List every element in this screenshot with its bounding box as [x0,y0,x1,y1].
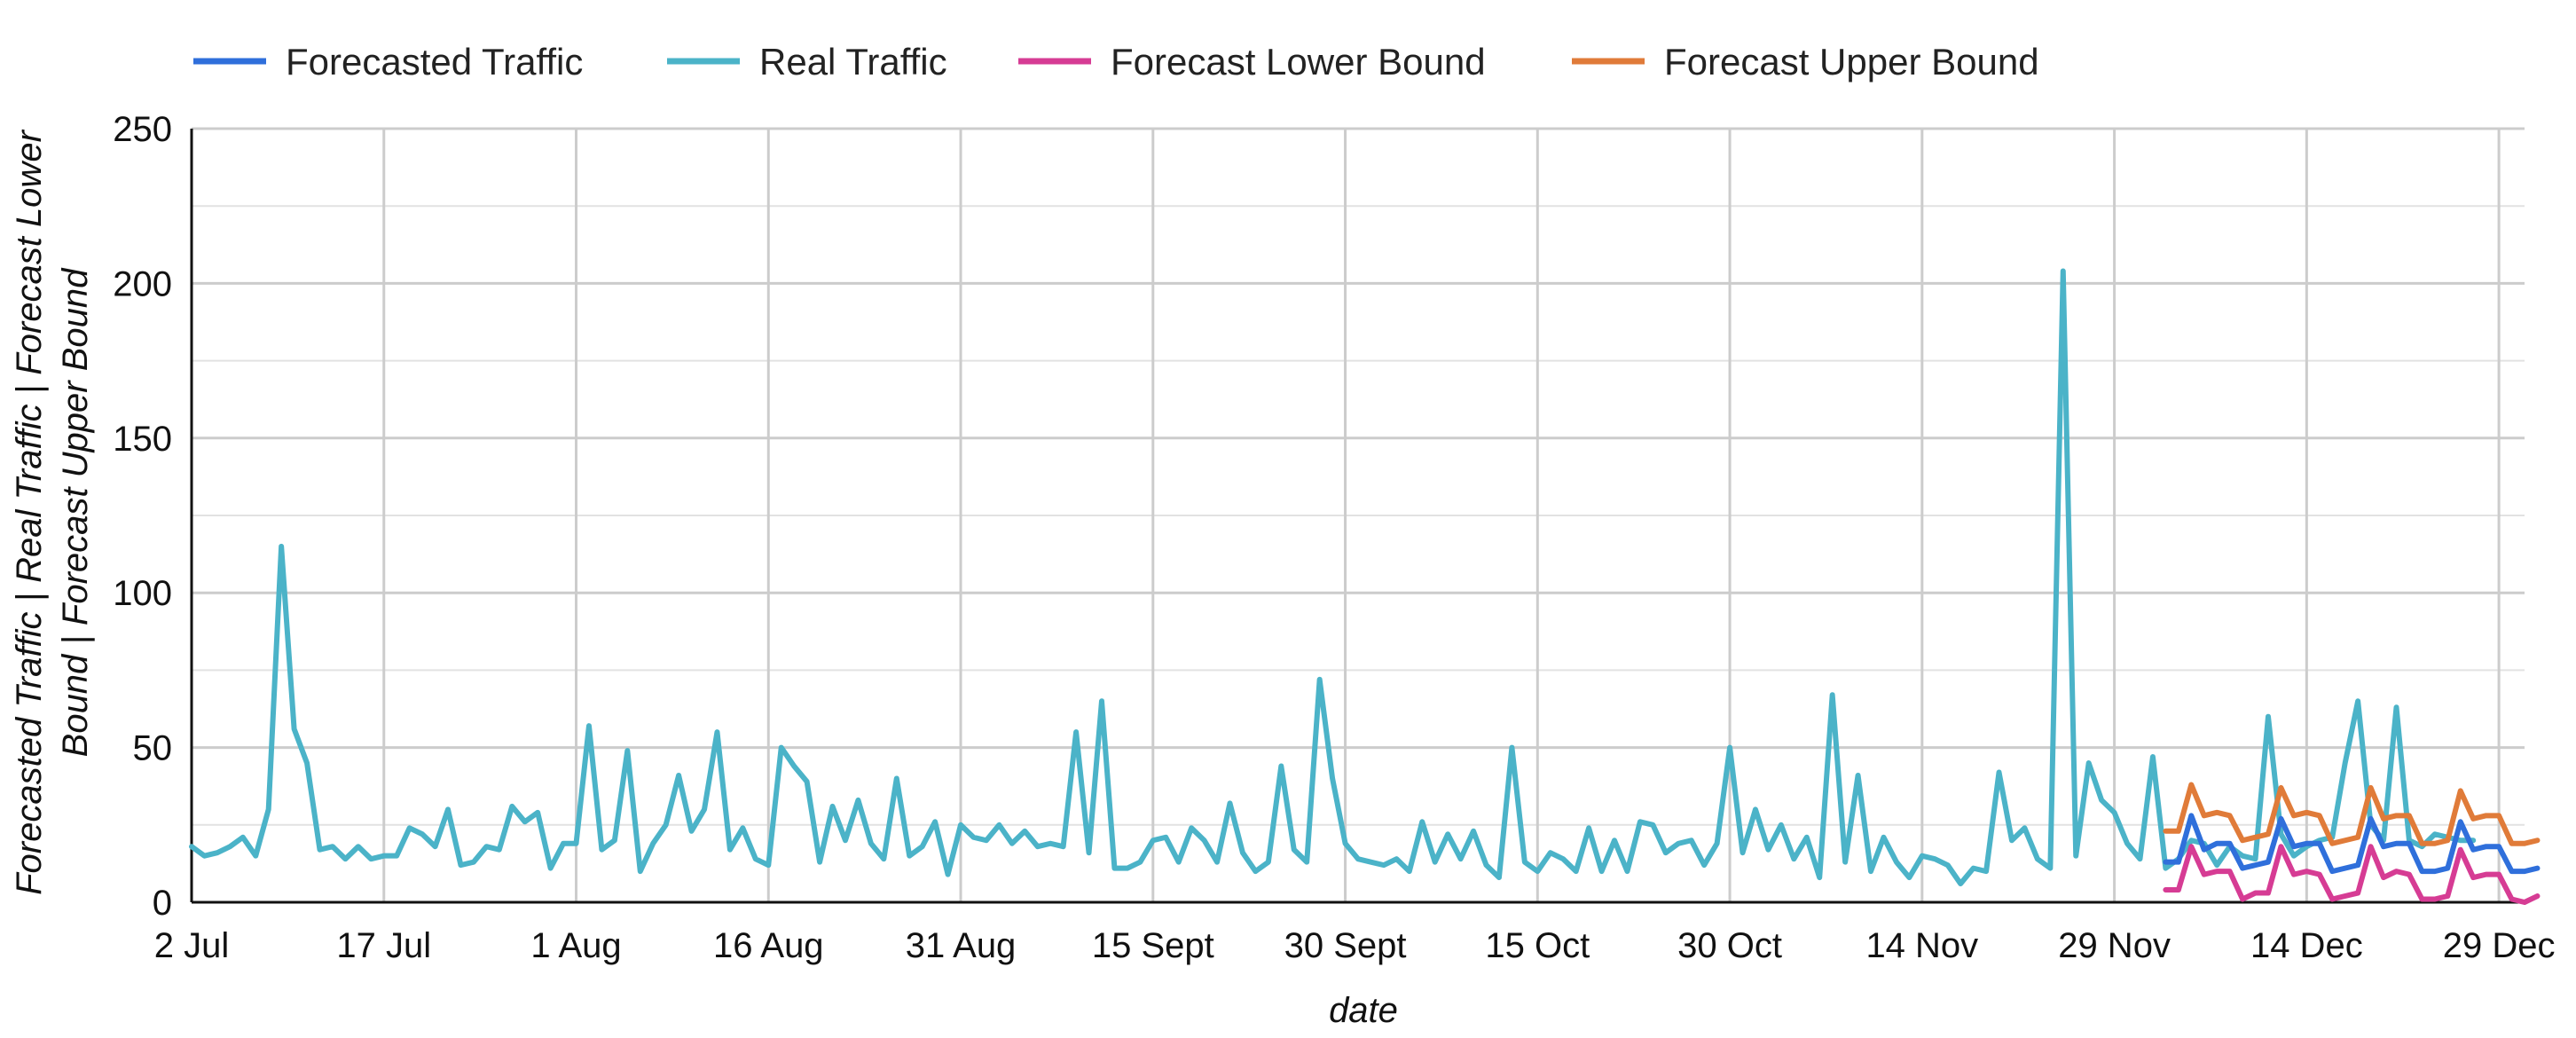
grid [192,127,2525,902]
legend-label-forecast-upper-bound: Forecast Upper Bound [1664,41,2039,83]
x-tick-label: 15 Sept [1092,926,1214,965]
x-tick-label: 15 Oct [1485,926,1590,965]
y-tick-label: 0 [153,884,172,923]
y-tick-labels: 0 50 100 150 200 250 [113,110,172,923]
y-tick-label: 250 [113,110,172,149]
x-tick-label: 14 Dec [2250,926,2363,965]
x-tick-label: 31 Aug [906,926,1017,965]
x-tick-label: 2 Jul [154,926,230,965]
series-line-forecasted-traffic [2163,813,2541,875]
x-tick-label: 30 Oct [1677,926,1782,965]
legend-label-real-traffic: Real Traffic [759,41,947,83]
x-tick-labels: 2 Jul 17 Jul 1 Aug 16 Aug 31 Aug 15 Sept 30 Se… [154,926,2556,965]
legend: Forecasted Traffic Real Traffic Forecast L… [193,41,2039,83]
y-tick-label: 200 [113,264,172,303]
series-line-real-traffic [189,268,2477,887]
y-tick-label: 100 [113,574,172,613]
x-tick-label: 29 Nov [2058,926,2171,965]
series-line-forecast-lower-bound [2163,844,2541,905]
x-tick-label: 30 Sept [1284,926,1407,965]
y-axis-title-line-2: Bound | Forecast Upper Bound [56,267,95,757]
axes [190,129,2525,904]
x-tick-label: 16 Aug [713,926,824,965]
x-tick-label: 14 Nov [1865,926,1978,965]
legend-label-forecasted-traffic: Forecasted Traffic [286,41,583,83]
x-tick-label: 29 Dec [2443,926,2556,965]
x-tick-label: 17 Jul [336,926,431,965]
y-axis-title-line-1: Forecasted Traffic | Real Traffic | Fore… [10,129,49,894]
y-tick-label: 50 [133,729,173,768]
x-axis-title: date [1329,991,1398,1030]
y-tick-label: 150 [113,420,172,459]
x-tick-label: 1 Aug [530,926,621,965]
legend-label-forecast-lower-bound: Forecast Lower Bound [1111,41,1486,83]
series-lines [189,268,2541,905]
series-line-forecast-upper-bound [2163,782,2541,846]
